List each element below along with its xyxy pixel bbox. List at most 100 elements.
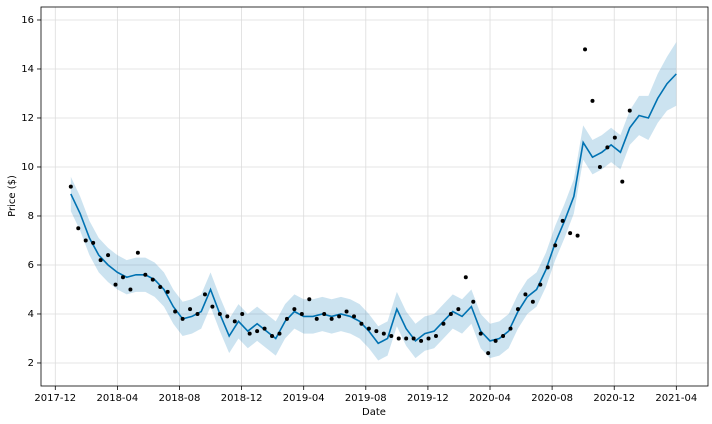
- x-tick-label: 2018-12: [221, 393, 263, 404]
- observed-point: [68, 184, 73, 189]
- observed-point: [568, 231, 573, 236]
- observed-point: [329, 316, 334, 321]
- observed-point: [314, 316, 319, 321]
- observed-point: [620, 179, 625, 184]
- observed-point: [463, 275, 468, 280]
- observed-point: [210, 304, 215, 309]
- observed-point: [396, 336, 401, 341]
- observed-point: [128, 287, 133, 292]
- observed-point: [627, 108, 632, 113]
- observed-point: [419, 338, 424, 343]
- observed-point: [352, 314, 357, 319]
- observed-point: [255, 329, 260, 334]
- observed-point: [225, 314, 230, 319]
- observed-point: [83, 238, 88, 243]
- observed-point: [307, 297, 312, 302]
- observed-point: [471, 299, 476, 304]
- forecast-line: [70, 73, 677, 345]
- plot-frame: [40, 6, 709, 387]
- observed-point: [106, 253, 111, 258]
- observed-point: [426, 336, 431, 341]
- observed-point: [262, 326, 267, 331]
- observed-point: [247, 331, 252, 336]
- observed-point: [448, 311, 453, 316]
- observed-point: [195, 311, 200, 316]
- y-tick-label: 2: [28, 358, 34, 369]
- observed-point: [322, 311, 327, 316]
- observed-point: [91, 240, 96, 245]
- observed-point: [575, 233, 580, 238]
- observed-point: [508, 326, 513, 331]
- observed-point: [143, 272, 148, 277]
- observed-point: [553, 243, 558, 248]
- x-tick-label: 2020-04: [469, 393, 511, 404]
- observed-point: [597, 164, 602, 169]
- y-tick-label: 4: [28, 309, 34, 320]
- x-tick-label: 2018-08: [159, 393, 201, 404]
- observed-point: [299, 311, 304, 316]
- observed-point: [158, 285, 163, 290]
- observed-point: [180, 316, 185, 321]
- observed-point: [433, 334, 438, 339]
- x-tick-label: 2018-04: [96, 393, 138, 404]
- observed-point: [173, 309, 178, 314]
- observed-point: [232, 319, 237, 324]
- y-tick-label: 8: [28, 211, 34, 222]
- observed-point: [545, 265, 550, 270]
- observed-point: [277, 331, 282, 336]
- observed-point: [359, 321, 364, 326]
- x-axis-label: Date: [362, 407, 386, 418]
- y-tick-label: 16: [21, 15, 34, 26]
- observed-point: [188, 307, 193, 312]
- observed-point: [165, 289, 170, 294]
- observed-point: [411, 336, 416, 341]
- observed-point: [538, 282, 543, 287]
- x-tick-label: 2020-12: [593, 393, 635, 404]
- observed-point: [501, 334, 506, 339]
- x-tick-label: 2017-12: [34, 393, 76, 404]
- observed-point: [583, 47, 588, 52]
- x-tick-label: 2021-04: [655, 393, 697, 404]
- observed-point: [389, 334, 394, 339]
- observed-point: [523, 292, 528, 297]
- observed-point: [530, 299, 535, 304]
- x-tick-label: 2019-12: [407, 393, 449, 404]
- observed-point: [240, 311, 245, 316]
- x-tick-label: 2020-08: [531, 393, 573, 404]
- observed-point: [337, 314, 342, 319]
- y-tick-label: 10: [21, 162, 34, 173]
- observed-point: [404, 336, 409, 341]
- observed-point: [113, 282, 118, 287]
- observed-point: [478, 331, 483, 336]
- observed-point: [605, 145, 610, 150]
- observed-point: [612, 135, 617, 140]
- observed-point: [560, 218, 565, 223]
- x-tick-label: 2019-04: [283, 393, 325, 404]
- observed-point: [456, 307, 461, 312]
- y-tick-label: 12: [21, 113, 34, 124]
- observed-point: [284, 316, 289, 321]
- observed-point: [493, 338, 498, 343]
- observed-point: [292, 307, 297, 312]
- observed-point: [120, 275, 125, 280]
- observed-point: [135, 250, 140, 255]
- y-tick-label: 6: [28, 260, 34, 271]
- observed-point: [76, 226, 81, 231]
- observed-point: [202, 292, 207, 297]
- observed-point: [366, 326, 371, 331]
- y-tick-label: 14: [21, 64, 34, 75]
- observed-point: [441, 321, 446, 326]
- x-tick-label: 2019-08: [345, 393, 387, 404]
- observed-point: [515, 307, 520, 312]
- observed-point: [150, 277, 155, 282]
- observed-point: [217, 311, 222, 316]
- observed-point: [374, 329, 379, 334]
- observed-point: [98, 258, 103, 263]
- observed-point: [590, 98, 595, 103]
- observed-point: [270, 334, 275, 339]
- observed-point: [486, 351, 491, 356]
- observed-point: [344, 309, 349, 314]
- observed-point: [381, 331, 386, 336]
